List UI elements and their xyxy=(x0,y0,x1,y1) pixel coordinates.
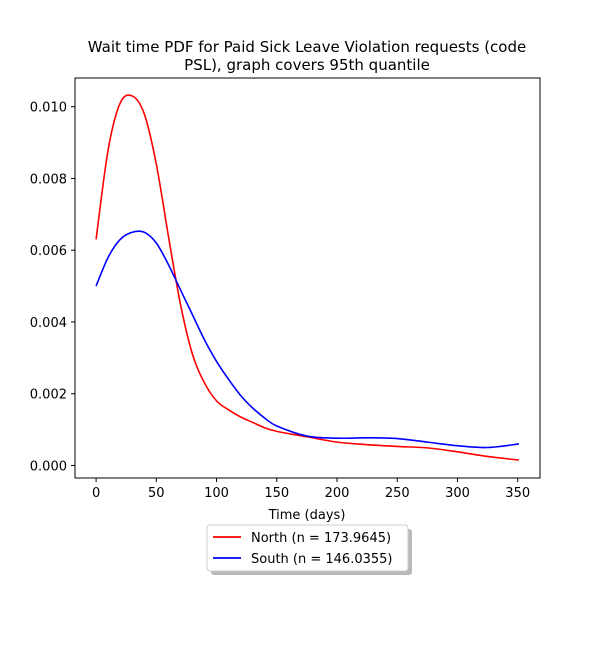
legend-label-south: South (n = 146.0355) xyxy=(251,552,392,567)
legend-box xyxy=(206,524,409,572)
x-tick-label-350: 350 xyxy=(505,486,530,501)
series-line-south xyxy=(95,230,520,449)
y-tick-label-1: 0.002 xyxy=(30,388,67,403)
y-tick-label-2: 0.004 xyxy=(30,316,67,331)
series-layer xyxy=(95,94,520,461)
y-tick-label-3: 0.006 xyxy=(30,244,67,259)
chart-title-line2: PSL), graph covers 95th quantile xyxy=(184,56,430,74)
chart-title-line1: Wait time PDF for Paid Sick Leave Violat… xyxy=(88,38,527,56)
y-tick-label-0: 0.000 xyxy=(30,459,67,474)
axes-layer: 0 50 100 150 200 250 300 350 0.000 0.002 0.004 0.00… xyxy=(30,101,530,501)
x-tick-label-300: 300 xyxy=(445,486,470,501)
x-axis-label: Time (days) xyxy=(268,508,346,523)
x-tick-label-200: 200 xyxy=(325,486,350,501)
y-tick-label-5: 0.010 xyxy=(30,101,67,116)
plot-frame xyxy=(74,77,541,479)
x-tick-label-250: 250 xyxy=(385,486,410,501)
series-line-north xyxy=(95,94,520,461)
x-tick-label-150: 150 xyxy=(264,486,289,501)
x-tick-label-100: 100 xyxy=(204,486,229,501)
legend-label-north: North (n = 173.9645) xyxy=(251,531,391,546)
x-tick-label-0: 0 xyxy=(92,486,100,501)
y-tick-label-4: 0.008 xyxy=(30,172,67,187)
x-tick-label-50: 50 xyxy=(148,486,165,501)
legend: North (n = 173.9645) South (n = 146.0355… xyxy=(206,524,412,575)
